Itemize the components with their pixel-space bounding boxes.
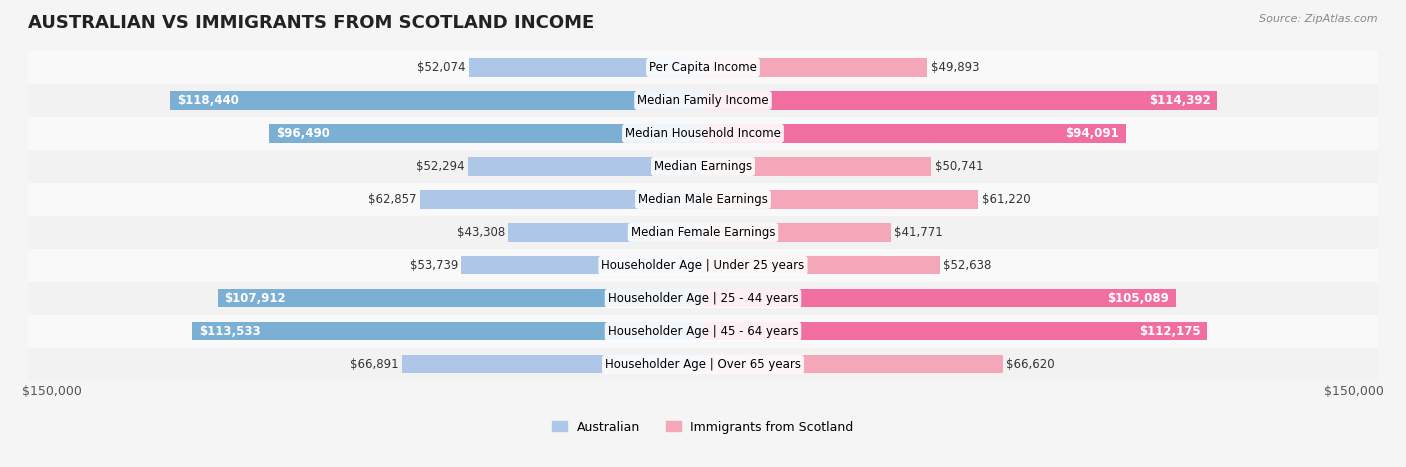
Text: $52,638: $52,638 xyxy=(943,259,991,272)
Legend: Australian, Immigrants from Scotland: Australian, Immigrants from Scotland xyxy=(547,416,859,439)
Bar xyxy=(269,124,703,142)
FancyBboxPatch shape xyxy=(28,315,1378,347)
Text: Householder Age | Under 25 years: Householder Age | Under 25 years xyxy=(602,259,804,272)
FancyBboxPatch shape xyxy=(28,51,1378,84)
Text: $66,620: $66,620 xyxy=(1005,358,1054,371)
Text: $52,294: $52,294 xyxy=(416,160,464,173)
Bar xyxy=(703,290,1175,307)
Text: $53,739: $53,739 xyxy=(409,259,458,272)
FancyBboxPatch shape xyxy=(28,85,1378,117)
Bar xyxy=(193,322,703,340)
Text: $62,857: $62,857 xyxy=(368,193,418,206)
FancyBboxPatch shape xyxy=(28,183,1378,216)
Bar xyxy=(703,58,928,77)
Text: $112,175: $112,175 xyxy=(1139,325,1201,338)
FancyBboxPatch shape xyxy=(28,216,1378,248)
Bar xyxy=(703,92,1218,110)
Bar xyxy=(703,124,1126,142)
FancyBboxPatch shape xyxy=(28,150,1378,183)
FancyBboxPatch shape xyxy=(28,282,1378,315)
Text: $105,089: $105,089 xyxy=(1107,292,1168,305)
Text: $50,741: $50,741 xyxy=(935,160,983,173)
Text: Householder Age | 25 - 44 years: Householder Age | 25 - 44 years xyxy=(607,292,799,305)
Text: $52,074: $52,074 xyxy=(418,61,465,74)
Bar xyxy=(218,290,703,307)
Bar xyxy=(703,256,939,275)
Bar xyxy=(703,157,931,176)
Bar xyxy=(703,355,1002,374)
Bar xyxy=(703,223,891,241)
FancyBboxPatch shape xyxy=(28,348,1378,381)
Text: $107,912: $107,912 xyxy=(225,292,285,305)
Text: $150,000: $150,000 xyxy=(1324,385,1385,398)
Text: $66,891: $66,891 xyxy=(350,358,399,371)
Bar xyxy=(402,355,703,374)
Text: AUSTRALIAN VS IMMIGRANTS FROM SCOTLAND INCOME: AUSTRALIAN VS IMMIGRANTS FROM SCOTLAND I… xyxy=(28,14,595,32)
Text: Median Earnings: Median Earnings xyxy=(654,160,752,173)
Text: $118,440: $118,440 xyxy=(177,94,239,107)
Bar xyxy=(461,256,703,275)
FancyBboxPatch shape xyxy=(28,249,1378,282)
Text: Householder Age | Over 65 years: Householder Age | Over 65 years xyxy=(605,358,801,371)
Text: Median Male Earnings: Median Male Earnings xyxy=(638,193,768,206)
Bar xyxy=(420,191,703,208)
Bar xyxy=(703,322,1208,340)
Text: Source: ZipAtlas.com: Source: ZipAtlas.com xyxy=(1260,14,1378,24)
Text: $96,490: $96,490 xyxy=(276,127,330,140)
Text: $113,533: $113,533 xyxy=(200,325,262,338)
Bar xyxy=(468,157,703,176)
Text: $94,091: $94,091 xyxy=(1066,127,1119,140)
Text: $49,893: $49,893 xyxy=(931,61,979,74)
Text: Householder Age | 45 - 64 years: Householder Age | 45 - 64 years xyxy=(607,325,799,338)
Text: $114,392: $114,392 xyxy=(1149,94,1211,107)
Bar xyxy=(468,58,703,77)
Text: $150,000: $150,000 xyxy=(21,385,82,398)
Bar xyxy=(170,92,703,110)
Text: $41,771: $41,771 xyxy=(894,226,943,239)
Text: Median Household Income: Median Household Income xyxy=(626,127,780,140)
Bar xyxy=(703,191,979,208)
Text: $43,308: $43,308 xyxy=(457,226,505,239)
Text: Per Capita Income: Per Capita Income xyxy=(650,61,756,74)
FancyBboxPatch shape xyxy=(28,117,1378,149)
Bar xyxy=(508,223,703,241)
Text: $61,220: $61,220 xyxy=(981,193,1031,206)
Text: Median Family Income: Median Family Income xyxy=(637,94,769,107)
Text: Median Female Earnings: Median Female Earnings xyxy=(631,226,775,239)
